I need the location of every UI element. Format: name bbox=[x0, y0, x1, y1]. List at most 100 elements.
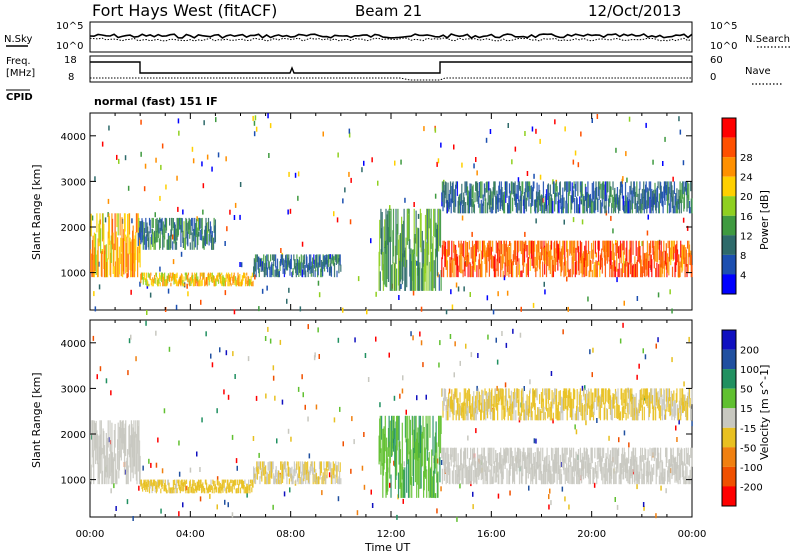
speckle-cell bbox=[93, 291, 95, 297]
echo-region-6 bbox=[637, 193, 639, 205]
nave-trace bbox=[90, 77, 692, 81]
x-tick-label: 00:00 bbox=[678, 529, 707, 540]
echo-region-4 bbox=[581, 452, 583, 471]
echo-region-4 bbox=[502, 458, 504, 480]
echo-region-4 bbox=[661, 461, 664, 485]
echo-region-6 bbox=[668, 203, 671, 214]
echo-region-3 bbox=[382, 463, 384, 498]
echo-region-5 bbox=[641, 388, 643, 401]
echo-region-5 bbox=[529, 240, 531, 259]
echo-region-2 bbox=[262, 467, 264, 476]
echo-region-4 bbox=[678, 453, 681, 481]
speckle-cell bbox=[496, 385, 498, 391]
echo-region-2 bbox=[183, 276, 185, 282]
echo-region-4 bbox=[395, 208, 397, 265]
echo-region-4 bbox=[425, 242, 427, 291]
echo-region-1 bbox=[201, 228, 203, 241]
echo-region-6 bbox=[636, 200, 639, 213]
speckle-cell bbox=[191, 146, 194, 152]
echo-region-5 bbox=[594, 240, 597, 254]
echo-region-6 bbox=[456, 181, 459, 196]
echo-region-2 bbox=[298, 466, 301, 477]
speckle-cell bbox=[514, 146, 517, 152]
echo-region-6 bbox=[584, 199, 586, 214]
speckle-cell bbox=[160, 508, 162, 514]
echo-region-3 bbox=[253, 266, 255, 278]
speckle-cell bbox=[344, 187, 346, 193]
echo-region-0 bbox=[111, 218, 114, 250]
speckle-cell bbox=[563, 219, 565, 225]
echo-region-0 bbox=[126, 236, 128, 273]
speckle-cell bbox=[290, 436, 292, 442]
echo-region-1 bbox=[189, 479, 191, 487]
speckle-cell bbox=[461, 162, 463, 168]
colorbar-tick-label: 8 bbox=[740, 251, 746, 262]
echo-region-0 bbox=[137, 420, 139, 454]
echo-region-5 bbox=[551, 255, 553, 278]
echo-region-5 bbox=[570, 240, 572, 254]
echo-region-5 bbox=[547, 251, 549, 267]
nsearch-trace bbox=[89, 37, 693, 42]
echo-region-5 bbox=[477, 388, 479, 403]
echo-region-2 bbox=[339, 471, 341, 485]
echo-region-5 bbox=[539, 252, 541, 278]
echo-region-5 bbox=[546, 388, 548, 399]
echo-region-6 bbox=[455, 184, 457, 207]
echo-region-4 bbox=[646, 457, 649, 483]
echo-region-5 bbox=[451, 260, 454, 273]
echo-region-4 bbox=[507, 448, 509, 464]
echo-region-2 bbox=[217, 279, 220, 284]
echo-region-0 bbox=[111, 422, 113, 473]
echo-region-1 bbox=[239, 487, 242, 494]
echo-region-1 bbox=[209, 484, 212, 493]
echo-region-5 bbox=[559, 390, 561, 406]
echo-region-4 bbox=[606, 468, 608, 485]
echo-region-0 bbox=[120, 253, 122, 277]
speckle-cell bbox=[672, 176, 674, 182]
echo-region-3 bbox=[281, 254, 284, 266]
echo-region-1 bbox=[207, 217, 210, 232]
echo-region-6 bbox=[551, 198, 553, 214]
echo-region-5 bbox=[476, 399, 479, 415]
echo-region-1 bbox=[162, 221, 164, 238]
speckle-cell bbox=[641, 241, 643, 247]
echo-region-5 bbox=[597, 240, 600, 262]
echo-region-1 bbox=[148, 231, 150, 250]
echo-region-5 bbox=[596, 261, 598, 278]
echo-region-6 bbox=[462, 200, 464, 214]
echo-region-2 bbox=[306, 470, 308, 481]
speckle-cell bbox=[252, 436, 255, 441]
echo-region-2 bbox=[253, 467, 255, 478]
echo-region-2 bbox=[317, 476, 319, 485]
echo-region-0 bbox=[111, 452, 114, 485]
echo-region-5 bbox=[687, 240, 689, 249]
echo-region-5 bbox=[624, 258, 627, 278]
echo-region-0 bbox=[120, 428, 122, 461]
echo-region-1 bbox=[236, 488, 238, 494]
echo-region-5 bbox=[686, 264, 688, 278]
speckle-cell bbox=[205, 331, 207, 337]
echo-region-6 bbox=[623, 195, 625, 212]
echo-region-2 bbox=[302, 478, 304, 485]
speckle-cell bbox=[215, 117, 217, 123]
speckle-cell bbox=[236, 465, 238, 471]
echo-region-4 bbox=[463, 451, 465, 469]
echo-region-5 bbox=[625, 412, 627, 421]
x-tick-label: 20:00 bbox=[577, 529, 606, 540]
echo-region-6 bbox=[688, 200, 691, 214]
echo-region-1 bbox=[184, 237, 186, 250]
speckle-cell bbox=[135, 356, 137, 362]
speckle-cell bbox=[566, 276, 568, 282]
echo-region-1 bbox=[219, 482, 222, 489]
speckle-cell bbox=[258, 452, 260, 458]
speckle-cell bbox=[104, 217, 107, 223]
speckle-cell bbox=[186, 283, 188, 289]
speckle-cell bbox=[216, 504, 218, 510]
echo-region-6 bbox=[642, 196, 644, 211]
speckle-cell bbox=[371, 503, 374, 508]
echo-region-5 bbox=[660, 240, 662, 268]
echo-region-2 bbox=[268, 473, 270, 485]
echo-region-0 bbox=[106, 258, 109, 278]
echo-region-6 bbox=[496, 190, 498, 205]
echo-region-5 bbox=[657, 240, 659, 250]
